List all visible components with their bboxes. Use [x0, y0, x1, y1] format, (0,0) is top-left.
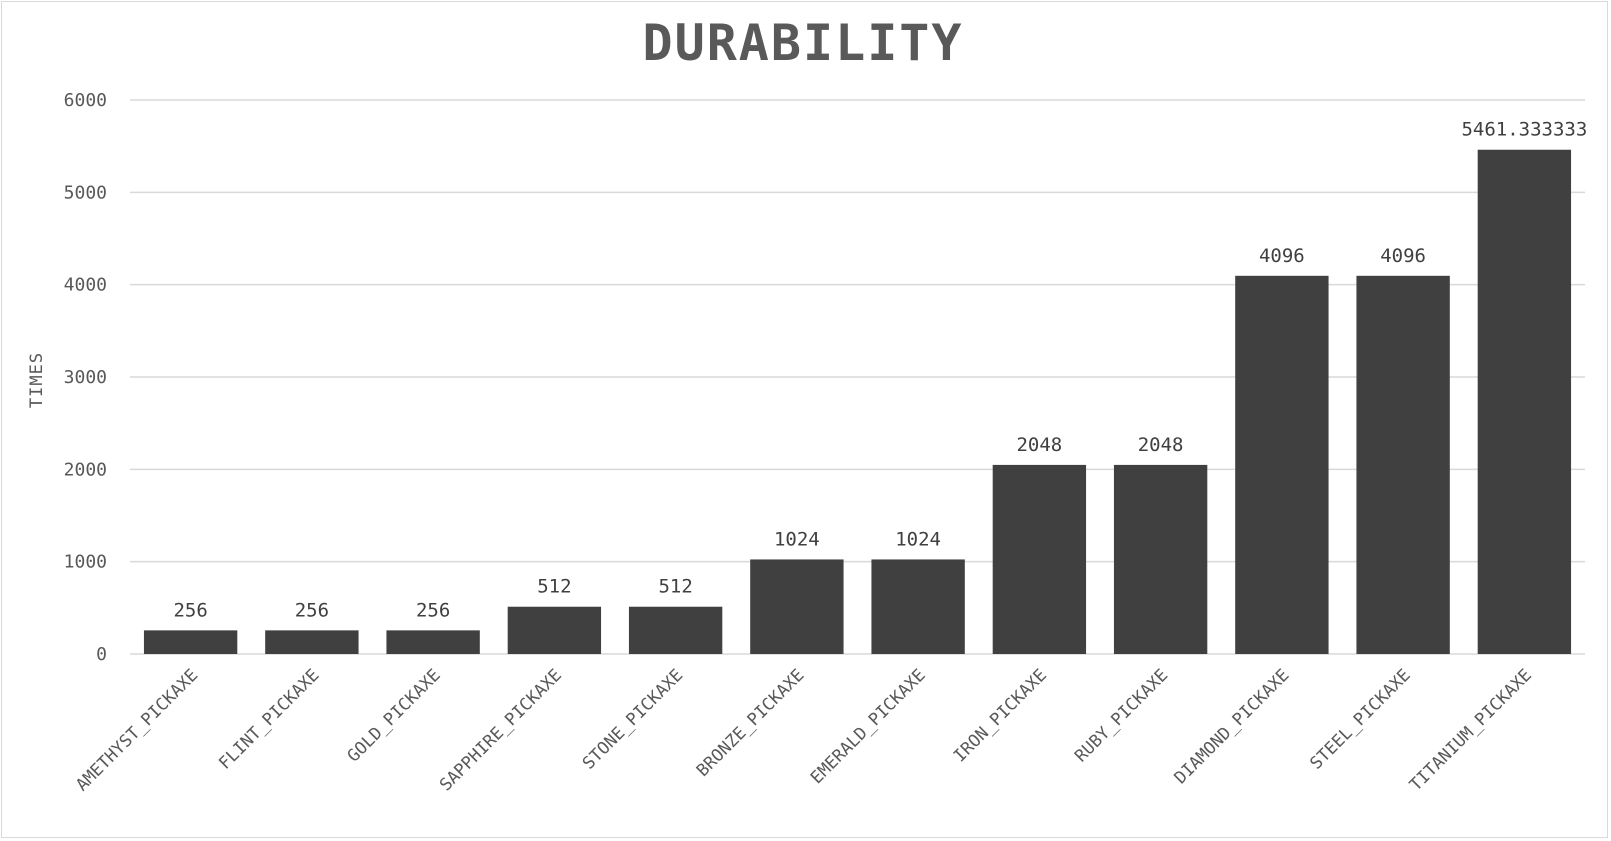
data-label: 4096 — [1380, 245, 1426, 267]
data-label: 512 — [658, 576, 692, 598]
y-tick-label: 0 — [96, 644, 107, 665]
x-tick-label: STEEL_PICKAXE — [1306, 665, 1414, 773]
bar-emerald-pickaxe — [871, 559, 965, 654]
y-tick-label: 1000 — [64, 552, 107, 573]
x-tick-label: GOLD_PICKAXE — [344, 665, 445, 766]
bar-diamond-pickaxe — [1235, 275, 1329, 654]
x-tick-label: RUBY_PICKAXE — [1071, 665, 1172, 766]
bars — [143, 149, 1572, 655]
bar-sapphire-pickaxe — [507, 606, 602, 654]
data-label: 256 — [416, 599, 450, 621]
x-tick-label: BRONZE_PICKAXE — [693, 665, 808, 780]
y-tick-label: 4000 — [64, 275, 107, 296]
x-tick-label: FLINT_PICKAXE — [215, 665, 323, 773]
x-tick-label: IRON_PICKAXE — [950, 665, 1051, 766]
bar-flint-pickaxe — [265, 630, 359, 654]
y-axis-ticks: 0 1000 2000 3000 4000 5000 6000 — [64, 90, 107, 665]
x-tick-label: TITANIUM_PICKAXE — [1406, 665, 1536, 795]
bar-gold-pickaxe — [386, 630, 480, 654]
bar-iron-pickaxe — [992, 464, 1087, 654]
data-label: 4096 — [1259, 245, 1305, 267]
y-tick-label: 6000 — [64, 90, 107, 111]
data-label: 1024 — [895, 528, 941, 550]
data-label: 5461.333333 — [1461, 119, 1587, 141]
bar-titanium-pickaxe — [1477, 149, 1572, 655]
x-tick-label: AMETHYST_PICKAXE — [72, 665, 202, 795]
data-label: 2048 — [1138, 434, 1184, 456]
data-label: 1024 — [774, 528, 820, 550]
bar-ruby-pickaxe — [1113, 464, 1208, 654]
x-tick-label: STONE_PICKAXE — [579, 665, 687, 773]
gridlines — [130, 99, 1585, 655]
x-tick-label: DIAMOND_PICKAXE — [1171, 665, 1294, 788]
data-label: 256 — [295, 599, 329, 621]
y-axis-label: TIMES — [27, 352, 47, 408]
x-tick-label: SAPPHIRE_PICKAXE — [436, 665, 566, 795]
y-tick-label: 3000 — [64, 367, 107, 388]
x-tick-label: EMERALD_PICKAXE — [807, 665, 930, 788]
bar-bronze-pickaxe — [750, 559, 844, 654]
data-labels: 256 256 256 512 512 1024 1024 2048 2048 4096 4096 5… — [173, 119, 1587, 622]
data-label: 512 — [537, 576, 571, 598]
chart-title: DURABILITY — [642, 14, 963, 72]
data-label: 256 — [173, 599, 207, 621]
y-tick-label: 2000 — [64, 459, 107, 480]
y-tick-label: 5000 — [64, 182, 107, 203]
x-axis-ticks: AMETHYST_PICKAXE FLINT_PICKAXE GOLD_PICKAX… — [72, 665, 1536, 795]
data-label: 2048 — [1016, 434, 1062, 456]
bar-amethyst-pickaxe — [143, 630, 238, 654]
bar-steel-pickaxe — [1356, 275, 1450, 654]
bar-stone-pickaxe — [628, 606, 723, 654]
